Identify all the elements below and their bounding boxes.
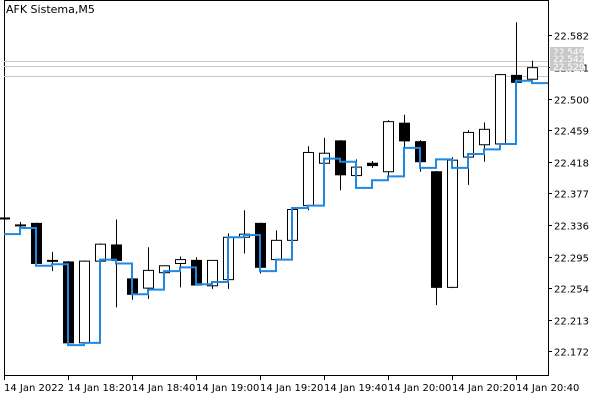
candle-body xyxy=(95,243,106,262)
x-tick-label: 14 Jan 20:40 xyxy=(516,383,579,394)
candle-body xyxy=(111,244,122,261)
candle-body xyxy=(175,259,186,264)
candle-body xyxy=(79,260,90,344)
candle-body xyxy=(303,151,314,207)
candle-body xyxy=(47,259,58,262)
y-tick-label: 22.295 xyxy=(554,254,589,265)
price-label: 22.542 xyxy=(553,55,585,65)
plot-frame xyxy=(4,0,549,376)
y-tick-label: 22.336 xyxy=(554,222,589,233)
x-tick-label: 14 Jan 18:40 xyxy=(132,383,195,394)
y-tick-label: 22.418 xyxy=(554,159,589,170)
y-tick-label: 22.254 xyxy=(554,285,589,296)
y-tick-label: 22.500 xyxy=(554,96,589,107)
x-tick-label: 14 Jan 20:20 xyxy=(452,383,515,394)
x-tick-label: 14 Jan 19:00 xyxy=(196,383,259,394)
price-label-bg xyxy=(550,62,584,71)
x-tick-label: 14 Jan 2022 xyxy=(4,383,64,394)
candle-body xyxy=(383,121,394,173)
y-tick-label: 22.377 xyxy=(554,190,589,201)
candle-body xyxy=(0,217,10,220)
x-tick-label: 14 Jan 20:00 xyxy=(388,383,451,394)
candle-body xyxy=(207,259,218,287)
indicator-line xyxy=(4,79,548,347)
candle-body xyxy=(15,224,26,227)
price-label-bg xyxy=(550,54,584,63)
candle-body xyxy=(527,67,538,80)
candle-body xyxy=(479,128,490,146)
candle-body xyxy=(495,74,506,145)
x-tick-label: 14 Jan 18:20 xyxy=(68,383,131,394)
candle-body xyxy=(399,122,410,142)
candle-body xyxy=(367,162,378,167)
price-label: 22.549 xyxy=(553,48,585,58)
x-tick-label: 14 Jan 19:20 xyxy=(260,383,323,394)
y-tick-label: 22.582 xyxy=(554,32,589,43)
candle-body xyxy=(271,239,282,261)
candle-body xyxy=(143,269,154,289)
x-tick-label: 14 Jan 19:40 xyxy=(324,383,387,394)
chart-title: AFK Sistema,M5 xyxy=(6,3,95,16)
y-tick-label: 22.459 xyxy=(554,127,589,138)
price-label-bg xyxy=(550,47,584,56)
y-tick-label: 22.213 xyxy=(554,317,589,328)
price-label: 22.529 xyxy=(553,63,585,73)
y-tick-label: 22.172 xyxy=(554,348,589,359)
candle-body xyxy=(431,171,442,288)
candle-body xyxy=(447,159,458,288)
